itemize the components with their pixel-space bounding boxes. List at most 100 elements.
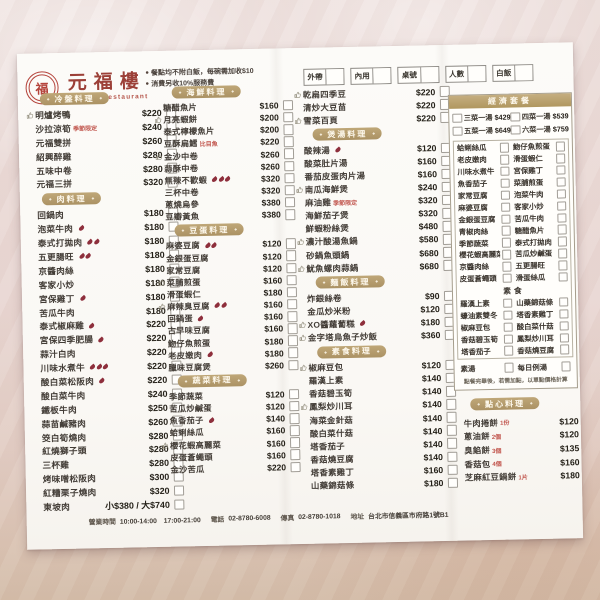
veg-items-list: 季節蔬菜 $120 苦瓜炒鹹蛋 $120 魚 [160,388,301,476]
set-dish-name: 酸白菜什菇 [516,321,554,332]
item-name: 麻辣臭豆腐 [167,302,210,312]
item-name: 明爐烤鴨 [35,109,71,121]
item-name: 泰式打拋肉 [37,237,83,249]
menu-item-row: 芝麻紅豆鍋餅 1片 $180 [456,469,580,485]
chili-icon [210,242,218,249]
item-price: $220 [267,462,287,473]
item-name: 番茄皮蛋肉片湯 [304,170,366,182]
set-dish-name: 羅漢上素 [460,299,490,309]
order-field-blank [467,66,486,82]
item-name: 酸白菜牛肉 [40,390,86,402]
item-name: 海菜金針菇 [309,414,354,426]
item-price: $160 [266,437,286,449]
item-checkbox [283,136,294,148]
item-price: $120 [559,416,579,427]
set-dish-checkbox [501,261,512,272]
order-field-blank [326,69,344,85]
menu-item-row: 濃汁酸湯魚鍋 $580 [297,233,453,249]
thumbs-up-icon [294,90,302,98]
item-name: 元福三拼 [36,179,73,190]
item-name: 山藥錦菇條 [310,479,355,491]
item-name: 牛肉捲餅 [463,417,499,429]
item-checkbox [287,323,298,334]
item-name: 回鍋肉 [37,210,65,221]
item-name: 糖醋魚片 [162,103,198,113]
menu-item-row: 魷魚螺肉蒜鍋 $680 [297,259,454,275]
hours-value: 10:00-14:00 17:00-21:00 [119,517,201,526]
item-name: 麻婆豆腐 [165,241,200,252]
set-dish-name: 魚香茄子 [457,179,488,189]
set-dish-name: 塔香素雞丁 [516,309,554,320]
chili-icon [79,295,86,302]
item-name: 五更腸旺 [38,251,74,263]
item-tag: 1片 [518,474,528,482]
item-checkbox [284,209,296,220]
item-price: $360 [420,330,441,341]
menu-column-4: 經濟套餐 三菜一湯 $429 四菜一湯 $539 [447,92,580,485]
menu-item-row: 乾扁四季豆 $220 [294,85,450,101]
item-price: $140 [266,413,286,425]
set-dish-checkbox [555,141,566,152]
item-name: 塔香素雞丁 [310,466,355,478]
section-title: 點心料理 [484,398,526,409]
item-price: $140 [423,451,444,463]
item-checkbox [288,400,300,412]
chili-icon [220,302,228,309]
item-price: $140 [422,399,442,410]
set-dish-checkbox [503,345,514,356]
item-name: 季節蔬菜 [168,392,204,402]
set-option-checkbox [510,112,520,122]
chili-rating [89,364,109,371]
item-name: 魚香茄子 [169,416,204,427]
set-dish-checkbox [503,334,514,344]
item-name: 滑蛋蝦仁 [166,290,201,300]
item-price: $120 [262,250,282,262]
item-price: $380 [261,197,281,208]
item-name: 蒜汁白肉 [40,348,76,360]
set-option-checkbox [452,126,463,137]
set-dish-checkbox [556,189,567,199]
set-dish-checkbox [502,298,513,309]
thumbs-up-icon [161,441,169,449]
set-dish-checkbox [555,153,566,164]
chili-icon [206,351,214,358]
set-dish-name: 蠔油素雙冬 [460,310,498,321]
set-dish-name: 宮保雞丁 [513,166,544,176]
item-price: $120 [262,238,282,250]
item-checkbox [173,485,185,497]
item-name: 酸辣湯 [303,145,331,156]
item-name: 塔香茄子 [310,440,345,452]
item-price: $320 [261,185,281,196]
chili-rating [206,351,214,358]
item-price: $380 [261,209,281,221]
item-name: 泰式椒麻雞 [39,320,85,332]
item-price: $680 [419,247,439,259]
chili-rating [77,225,85,232]
set-dish-checkbox [500,178,510,189]
item-price: $160 [417,156,437,167]
item-name: 臘味豆腐煲 [168,362,212,373]
item-name: 筊白筍燒肉 [41,432,87,443]
item-name: 蔥燒烏參 [164,200,200,210]
menu-paper: 福 元福樓 Yuan Fu Restaurant ● 餐點均不附白飯，每碗需加收… [16,42,584,550]
set-option: 四菜一湯 $539 [510,109,569,123]
section-header-meat: 肉料理 [41,192,102,206]
set-dish-checkbox [557,260,568,271]
item-price: $320 [149,485,170,497]
item-price: $200 [259,124,280,136]
chili-rating [97,336,105,343]
item-name: 香菇碧玉筍 [308,388,353,400]
set-dish-checkbox [499,142,510,153]
chili-rating [98,377,106,385]
set-option: 三菜一湯 $429 [452,111,511,125]
item-checkbox [289,437,301,449]
order-field-label: 人數 [445,66,469,82]
section-header-noodle-rice: 麵飯料理 [315,275,386,289]
item-price: $90 [424,290,440,302]
set-dish-checkbox [559,321,569,331]
set-veg-pairs: 羅漢上素 山藥錦菇條 蠔油素雙冬 塔香素雞丁 椒麻豆包 酸白菜什菇 [460,296,570,358]
set-dish-name: 山藥錦菇條 [516,297,554,308]
seafood-items-list: 糖醋魚片 $160 月亮蝦餅 $200 泰式 [154,99,296,223]
set-dish-checkbox [502,273,512,284]
thumbs-up-icon [155,152,163,160]
